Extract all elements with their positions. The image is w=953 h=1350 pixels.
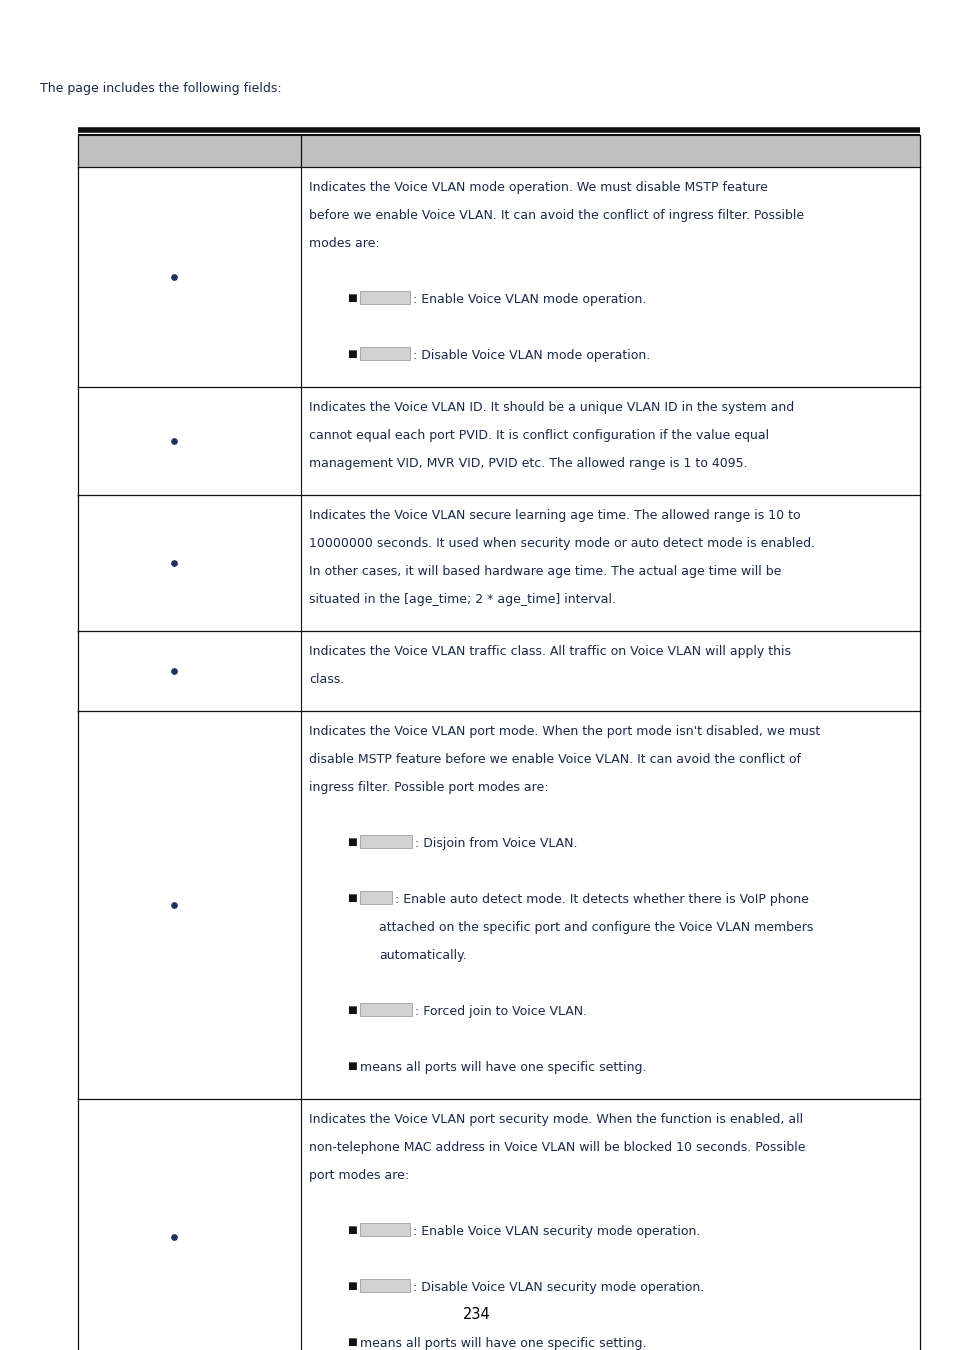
Bar bbox=[78, 1099, 919, 1350]
Text: Indicates the Voice VLAN port mode. When the port mode isn't disabled, we must: Indicates the Voice VLAN port mode. When… bbox=[309, 725, 820, 738]
Text: attached on the specific port and configure the Voice VLAN members: attached on the specific port and config… bbox=[378, 921, 813, 934]
Bar bbox=[359, 1003, 412, 1017]
Text: class.: class. bbox=[309, 674, 344, 686]
Text: automatically.: automatically. bbox=[378, 949, 466, 963]
Text: In other cases, it will based hardware age time. The actual age time will be: In other cases, it will based hardware a… bbox=[309, 566, 781, 578]
Bar bbox=[359, 891, 392, 904]
Bar bbox=[78, 495, 919, 630]
Text: : Forced join to Voice VLAN.: : Forced join to Voice VLAN. bbox=[415, 1004, 587, 1018]
Bar bbox=[359, 292, 410, 304]
Text: ■: ■ bbox=[347, 892, 356, 903]
Text: management VID, MVR VID, PVID etc. The allowed range is 1 to 4095.: management VID, MVR VID, PVID etc. The a… bbox=[309, 458, 747, 470]
Text: cannot equal each port PVID. It is conflict configuration if the value equal: cannot equal each port PVID. It is confl… bbox=[309, 429, 768, 441]
Text: ingress filter. Possible port modes are:: ingress filter. Possible port modes are: bbox=[309, 782, 548, 794]
Text: : Disjoin from Voice VLAN.: : Disjoin from Voice VLAN. bbox=[415, 837, 577, 850]
Text: means all ports will have one specific setting.: means all ports will have one specific s… bbox=[359, 1061, 646, 1075]
Bar bbox=[301, 135, 919, 167]
Bar bbox=[78, 630, 919, 711]
Text: situated in the [age_time; 2 * age_time] interval.: situated in the [age_time; 2 * age_time]… bbox=[309, 593, 616, 606]
Text: : Disable Voice VLAN mode operation.: : Disable Voice VLAN mode operation. bbox=[413, 350, 650, 362]
Text: ■: ■ bbox=[347, 1224, 356, 1235]
Bar bbox=[359, 1223, 410, 1237]
Text: : Enable auto detect mode. It detects whether there is VoIP phone: : Enable auto detect mode. It detects wh… bbox=[395, 892, 808, 906]
Text: non-telephone MAC address in Voice VLAN will be blocked 10 seconds. Possible: non-telephone MAC address in Voice VLAN … bbox=[309, 1141, 804, 1154]
Text: ■: ■ bbox=[347, 293, 356, 302]
Bar bbox=[359, 836, 412, 848]
Text: 10000000 seconds. It used when security mode or auto detect mode is enabled.: 10000000 seconds. It used when security … bbox=[309, 537, 815, 549]
Text: ■: ■ bbox=[347, 350, 356, 359]
Text: ■: ■ bbox=[347, 837, 356, 846]
Text: Indicates the Voice VLAN secure learning age time. The allowed range is 10 to: Indicates the Voice VLAN secure learning… bbox=[309, 509, 800, 522]
Text: before we enable Voice VLAN. It can avoid the conflict of ingress filter. Possib: before we enable Voice VLAN. It can avoi… bbox=[309, 209, 803, 221]
Text: : Enable Voice VLAN mode operation.: : Enable Voice VLAN mode operation. bbox=[413, 293, 646, 306]
Text: : Enable Voice VLAN security mode operation.: : Enable Voice VLAN security mode operat… bbox=[413, 1224, 700, 1238]
Bar bbox=[359, 1278, 410, 1292]
Text: disable MSTP feature before we enable Voice VLAN. It can avoid the conflict of: disable MSTP feature before we enable Vo… bbox=[309, 753, 801, 765]
Text: ■: ■ bbox=[347, 1336, 356, 1347]
Text: Indicates the Voice VLAN ID. It should be a unique VLAN ID in the system and: Indicates the Voice VLAN ID. It should b… bbox=[309, 401, 794, 414]
Text: : Disable Voice VLAN security mode operation.: : Disable Voice VLAN security mode opera… bbox=[413, 1281, 703, 1295]
Text: ■: ■ bbox=[347, 1004, 356, 1015]
Text: Indicates the Voice VLAN traffic class. All traffic on Voice VLAN will apply thi: Indicates the Voice VLAN traffic class. … bbox=[309, 645, 790, 657]
Bar bbox=[78, 167, 919, 387]
Bar bbox=[359, 347, 410, 360]
Text: Indicates the Voice VLAN port security mode. When the function is enabled, all: Indicates the Voice VLAN port security m… bbox=[309, 1112, 802, 1126]
Text: means all ports will have one specific setting.: means all ports will have one specific s… bbox=[359, 1336, 646, 1350]
Text: ■: ■ bbox=[347, 1281, 356, 1291]
Text: ■: ■ bbox=[347, 1061, 356, 1071]
Text: modes are:: modes are: bbox=[309, 238, 379, 250]
Bar bbox=[78, 387, 919, 495]
Text: 234: 234 bbox=[462, 1307, 491, 1322]
Bar bbox=[78, 135, 301, 167]
Text: The page includes the following fields:: The page includes the following fields: bbox=[40, 82, 281, 94]
Text: Indicates the Voice VLAN mode operation. We must disable MSTP feature: Indicates the Voice VLAN mode operation.… bbox=[309, 181, 767, 194]
Text: port modes are:: port modes are: bbox=[309, 1169, 409, 1183]
Bar bbox=[78, 711, 919, 1099]
